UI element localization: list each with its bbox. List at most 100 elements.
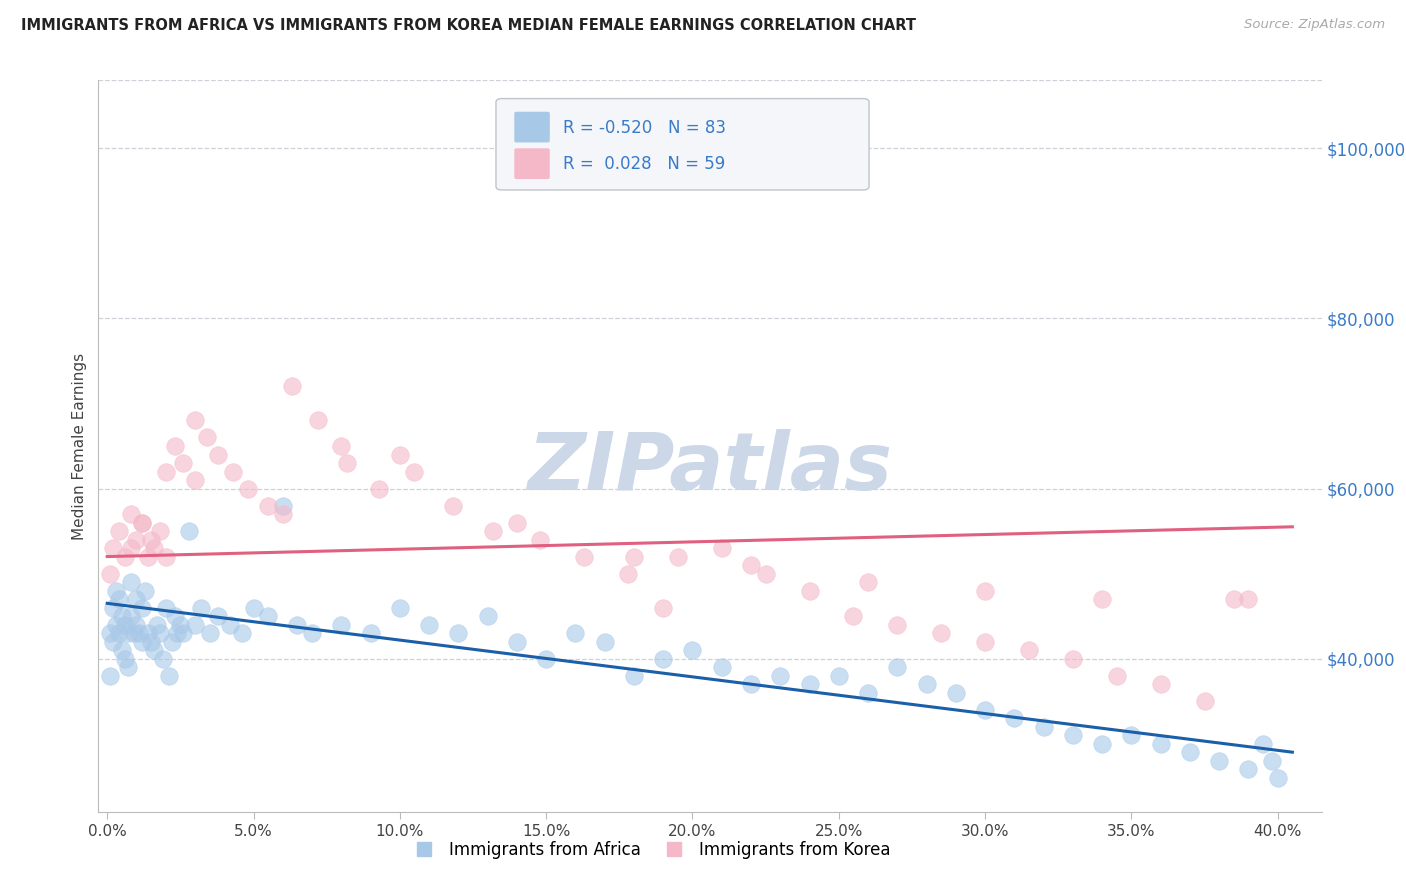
- Point: [125, 592, 148, 607]
- Point: [108, 524, 131, 538]
- Point: [136, 549, 159, 564]
- Point: [120, 541, 142, 555]
- Point: [1121, 728, 1143, 742]
- Point: [271, 499, 294, 513]
- Point: [184, 413, 207, 427]
- Point: [1208, 754, 1230, 768]
- Point: [108, 626, 131, 640]
- Point: [172, 626, 194, 640]
- Point: [207, 609, 229, 624]
- Text: Source: ZipAtlas.com: Source: ZipAtlas.com: [1244, 18, 1385, 31]
- Point: [799, 583, 821, 598]
- Point: [184, 473, 207, 487]
- Point: [336, 456, 359, 470]
- Point: [945, 686, 967, 700]
- Point: [1251, 737, 1274, 751]
- Point: [195, 430, 218, 444]
- Point: [1267, 771, 1289, 785]
- Point: [207, 448, 229, 462]
- FancyBboxPatch shape: [515, 148, 550, 179]
- Point: [710, 660, 733, 674]
- Point: [131, 634, 153, 648]
- Point: [198, 626, 221, 640]
- Point: [257, 499, 280, 513]
- Point: [139, 533, 162, 547]
- Point: [114, 617, 136, 632]
- Point: [1018, 643, 1040, 657]
- Point: [98, 668, 121, 682]
- Point: [219, 617, 242, 632]
- Point: [755, 566, 778, 581]
- Point: [149, 626, 172, 640]
- Point: [623, 668, 645, 682]
- Point: [623, 549, 645, 564]
- Point: [842, 609, 865, 624]
- Point: [769, 668, 792, 682]
- Point: [506, 516, 529, 530]
- Point: [915, 677, 938, 691]
- Point: [1002, 711, 1025, 725]
- Point: [120, 507, 142, 521]
- Point: [1150, 677, 1173, 691]
- Point: [125, 617, 148, 632]
- Point: [682, 643, 704, 657]
- Point: [231, 626, 253, 640]
- Point: [506, 634, 529, 648]
- Point: [98, 626, 121, 640]
- Point: [155, 549, 177, 564]
- Point: [1032, 720, 1054, 734]
- Point: [257, 609, 280, 624]
- Point: [1237, 762, 1260, 776]
- Text: R =  0.028   N = 59: R = 0.028 N = 59: [564, 155, 725, 173]
- Point: [330, 439, 353, 453]
- Point: [114, 651, 136, 665]
- Point: [184, 617, 207, 632]
- Point: [652, 651, 675, 665]
- Point: [139, 634, 162, 648]
- Point: [929, 626, 952, 640]
- Point: [143, 643, 166, 657]
- Point: [117, 626, 139, 640]
- FancyBboxPatch shape: [496, 99, 869, 190]
- FancyBboxPatch shape: [515, 112, 550, 143]
- Point: [1223, 592, 1246, 607]
- Point: [1194, 694, 1216, 708]
- Point: [101, 634, 124, 648]
- Point: [307, 413, 329, 427]
- Point: [179, 524, 201, 538]
- Point: [1178, 745, 1201, 759]
- Point: [114, 549, 136, 564]
- Point: [122, 626, 145, 640]
- Point: [163, 609, 186, 624]
- Point: [1091, 592, 1114, 607]
- Point: [190, 600, 212, 615]
- Point: [1261, 754, 1284, 768]
- Point: [574, 549, 596, 564]
- Point: [155, 465, 177, 479]
- Text: IMMIGRANTS FROM AFRICA VS IMMIGRANTS FROM KOREA MEDIAN FEMALE EARNINGS CORRELATI: IMMIGRANTS FROM AFRICA VS IMMIGRANTS FRO…: [21, 18, 917, 33]
- Point: [166, 626, 188, 640]
- Point: [828, 668, 851, 682]
- Point: [482, 524, 505, 538]
- Point: [108, 592, 131, 607]
- Point: [222, 465, 245, 479]
- Point: [856, 575, 879, 590]
- Point: [368, 482, 391, 496]
- Point: [1105, 668, 1128, 682]
- Point: [740, 558, 762, 572]
- Point: [128, 626, 150, 640]
- Point: [143, 541, 166, 555]
- Point: [740, 677, 762, 691]
- Point: [101, 600, 124, 615]
- Point: [120, 575, 142, 590]
- Point: [388, 600, 411, 615]
- Point: [104, 583, 127, 598]
- Point: [117, 660, 139, 674]
- Point: [652, 600, 675, 615]
- Point: [152, 651, 174, 665]
- Point: [534, 651, 557, 665]
- Legend: Immigrants from Africa, Immigrants from Korea: Immigrants from Africa, Immigrants from …: [401, 834, 897, 865]
- Point: [98, 566, 121, 581]
- Point: [477, 609, 499, 624]
- Point: [529, 533, 551, 547]
